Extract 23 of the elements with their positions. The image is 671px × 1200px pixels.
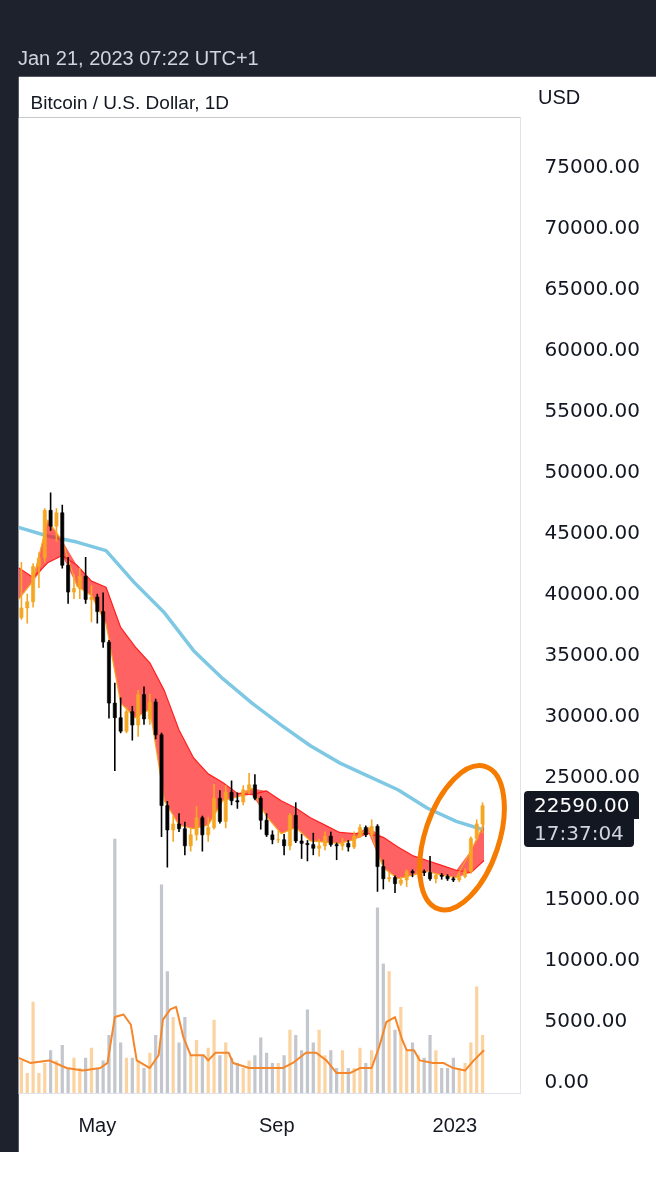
chart-subtitle: Jan 21, 2023 07:22 UTC+1 [18,46,259,70]
annotation: 22590.00 [524,791,640,820]
y-tick-label: 70000.00 [544,215,640,240]
y-tick-label: 65000.00 [544,276,640,301]
y-tick-label: 25000.00 [544,764,640,789]
y-tick-label: 50000.00 [544,459,640,484]
x-tick-label: 2023 [432,1113,478,1136]
y-tick-label: 60000.00 [544,337,640,362]
y-axis-title: USD [538,84,581,109]
y-tick-label: 45000.00 [544,520,640,545]
text: 17:37:04 [524,819,634,848]
y-tick-label: 10000.00 [544,947,640,972]
chart-title: Bitcoin / U.S. Dollar, 1D [30,91,230,113]
y-tick-label: 30000.00 [544,703,640,728]
y-tick-label: 0.00 [544,1069,590,1094]
y-tick-label: 35000.00 [544,642,640,667]
y-tick-label: 15000.00 [544,886,640,911]
x-tick-label: Sep [259,1113,295,1136]
y-tick-label: 40000.00 [544,581,640,606]
y-tick-label: 75000.00 [544,154,640,179]
y-tick-label: 5000.00 [544,1008,628,1033]
y-tick-label: 55000.00 [544,398,640,423]
x-tick-label: May [78,1113,117,1136]
